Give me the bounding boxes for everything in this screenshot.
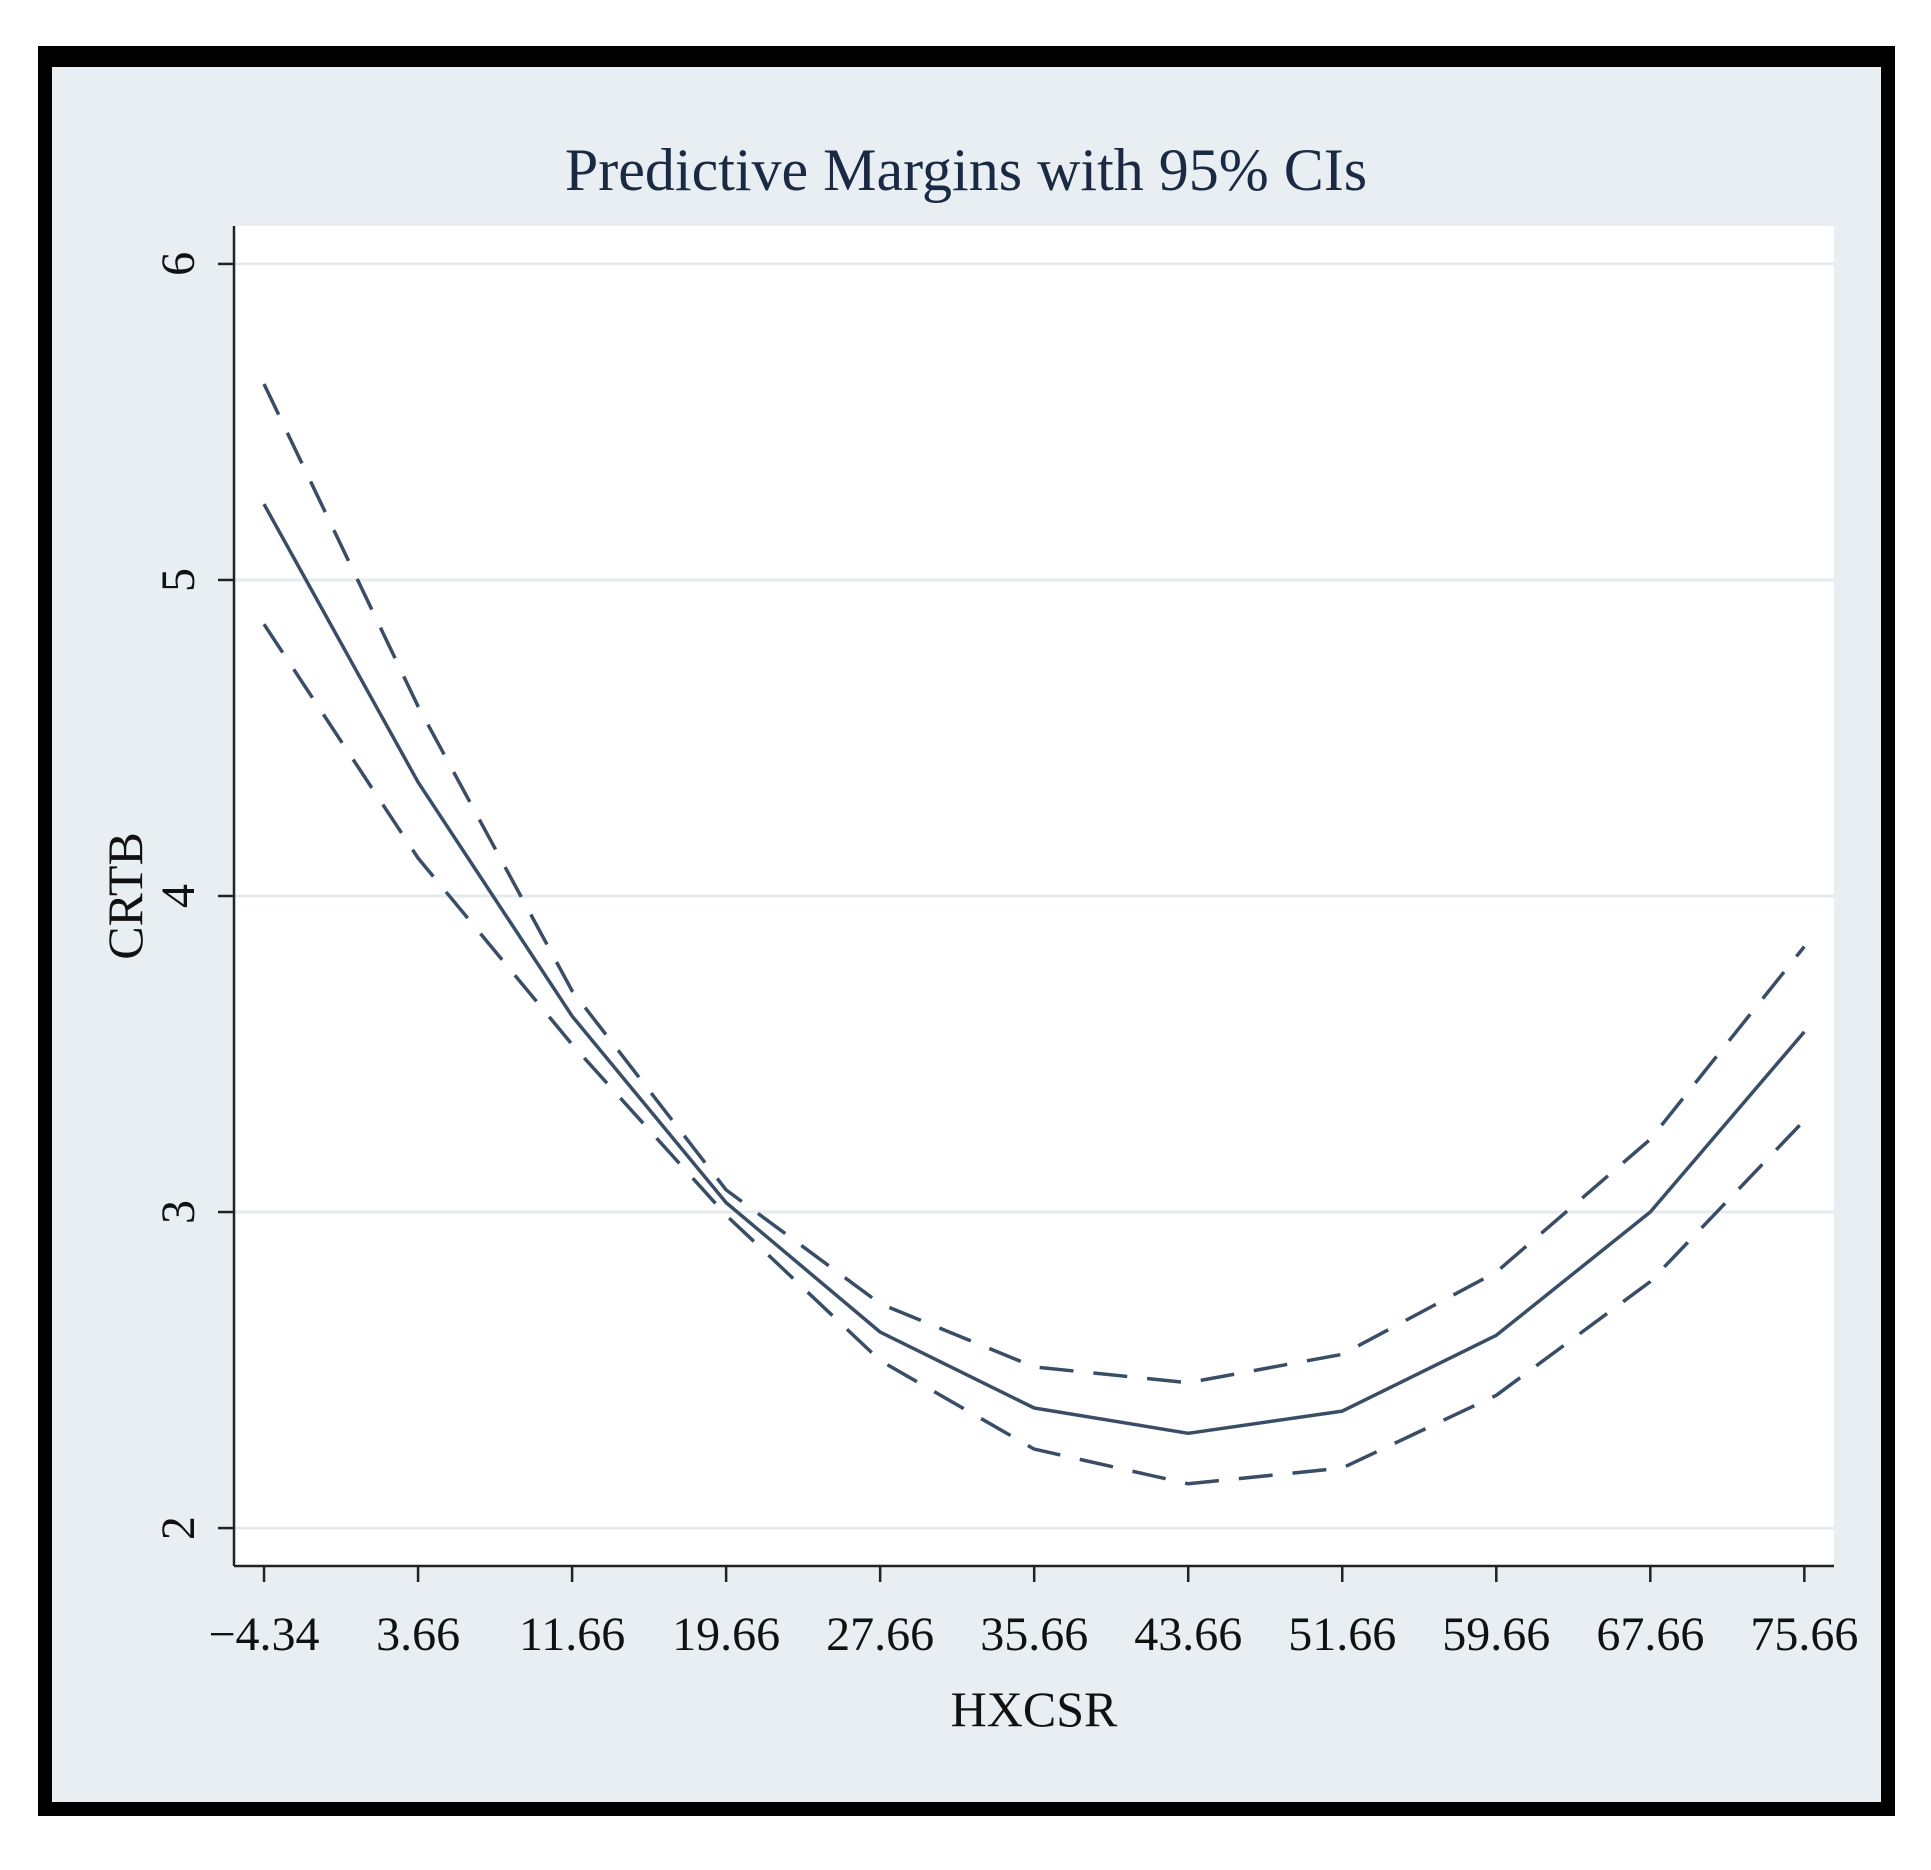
x-axis-label: HXCSR <box>951 1681 1118 1737</box>
x-tick-label: 59.66 <box>1442 1608 1550 1661</box>
lower-ci-line <box>262 623 1806 1486</box>
y-tick-label: 2 <box>152 1516 205 1540</box>
x-tick-label: 51.66 <box>1288 1608 1396 1661</box>
x-tick-label: 35.66 <box>980 1608 1088 1661</box>
y-tick-label: 3 <box>152 1200 205 1224</box>
x-tick-label: 67.66 <box>1596 1608 1704 1661</box>
y-tick-label: 4 <box>152 884 205 908</box>
margin-line <box>262 503 1806 1436</box>
x-tick-label: 75.66 <box>1750 1608 1858 1661</box>
x-tick-label: −4.34 <box>208 1608 319 1661</box>
x-tick-label: 3.66 <box>376 1608 460 1661</box>
chart-title: Predictive Margins with 95% CIs <box>565 137 1367 203</box>
x-tick-label: 43.66 <box>1134 1608 1242 1661</box>
upper-ci-line <box>262 383 1806 1385</box>
y-tick-label: 6 <box>152 252 205 276</box>
x-tick-label: 27.66 <box>826 1608 934 1661</box>
x-tick-label: 19.66 <box>672 1608 780 1661</box>
y-axis-label: CRTB <box>97 832 153 960</box>
y-tick-label: 5 <box>152 568 205 592</box>
x-tick-label: 11.66 <box>519 1608 625 1661</box>
